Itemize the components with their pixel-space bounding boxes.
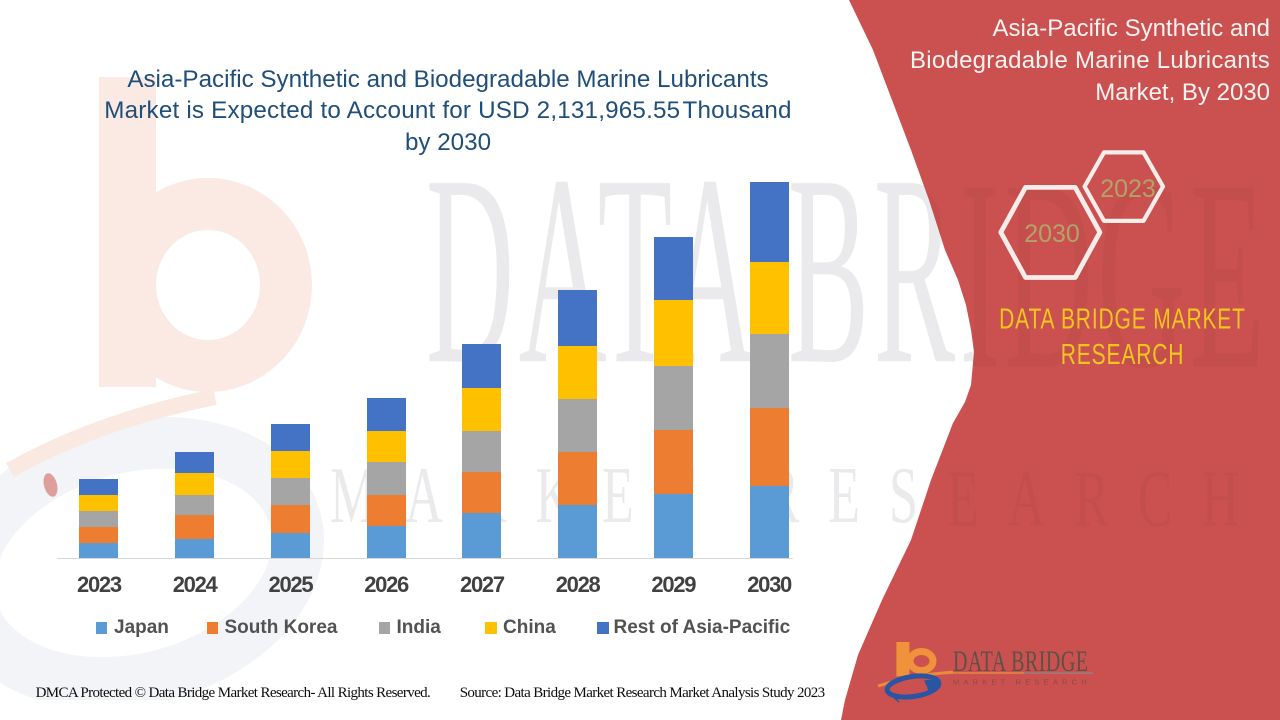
svg-text:MARKET RESEARCH: MARKET RESEARCH xyxy=(953,677,1091,686)
svg-text:2030: 2030 xyxy=(1024,220,1080,248)
svg-text:2023: 2023 xyxy=(1100,175,1156,203)
